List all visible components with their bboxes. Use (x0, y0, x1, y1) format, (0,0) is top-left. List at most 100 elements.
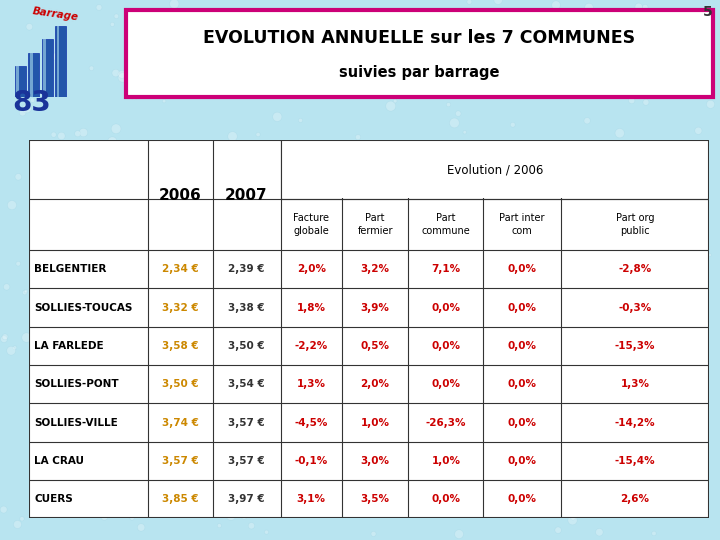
Text: BELGENTIER: BELGENTIER (35, 264, 107, 274)
Point (487, 28, 498, 37)
Point (531, 402, 543, 411)
Point (20, 287, 32, 295)
Point (201, 264, 212, 273)
Point (427, 309, 438, 318)
Point (472, 388, 484, 397)
Point (246, 522, 257, 530)
Point (362, 51, 374, 60)
Point (302, 324, 314, 333)
Point (0, 333, 11, 341)
Point (453, 274, 464, 282)
Text: 0,5%: 0,5% (361, 341, 390, 351)
Point (649, 241, 660, 249)
Point (469, 448, 481, 456)
Point (679, 150, 690, 158)
Point (443, 100, 454, 109)
Text: -4,5%: -4,5% (294, 417, 328, 428)
Point (203, 458, 215, 467)
Point (368, 530, 379, 538)
Point (539, 56, 550, 65)
Point (596, 478, 608, 487)
Point (110, 124, 122, 133)
Text: 1,0%: 1,0% (361, 417, 390, 428)
Point (228, 383, 240, 392)
Text: -26,3%: -26,3% (426, 417, 466, 428)
Point (12, 259, 24, 268)
Point (390, 97, 401, 105)
Point (76, 246, 87, 255)
Point (189, 400, 201, 408)
Point (653, 462, 665, 471)
Point (27, 198, 39, 206)
Point (695, 474, 706, 483)
Point (6, 201, 18, 210)
Text: LA FARLEDE: LA FARLEDE (35, 341, 104, 351)
Point (658, 363, 670, 372)
Point (125, 511, 137, 519)
Text: 1,3%: 1,3% (297, 379, 325, 389)
Point (219, 17, 230, 25)
Point (119, 405, 130, 414)
Point (639, 3, 651, 11)
Point (165, 25, 176, 34)
Point (274, 472, 286, 481)
Point (503, 352, 515, 360)
Text: 2,0%: 2,0% (361, 379, 390, 389)
Point (238, 46, 249, 55)
Point (5, 346, 17, 355)
Point (705, 100, 716, 109)
Point (452, 109, 464, 118)
Point (385, 102, 397, 111)
Point (17, 515, 28, 523)
Point (174, 332, 186, 341)
Point (311, 225, 323, 234)
Point (122, 201, 133, 210)
Bar (30, 53, 32, 97)
Point (62, 488, 73, 496)
Point (120, 345, 131, 354)
Point (660, 368, 672, 377)
Text: 83: 83 (12, 89, 51, 117)
Text: 0,0%: 0,0% (508, 494, 536, 504)
Point (86, 64, 97, 72)
Text: 3,54 €: 3,54 € (228, 379, 265, 389)
Point (614, 129, 626, 138)
Point (371, 377, 382, 386)
Point (626, 194, 637, 202)
Point (492, 220, 503, 229)
Point (382, 492, 394, 501)
Point (363, 386, 374, 395)
Point (158, 97, 170, 105)
Point (135, 62, 146, 71)
Point (437, 288, 449, 296)
Point (167, 12, 179, 21)
Point (459, 285, 470, 294)
Text: 2,39 €: 2,39 € (228, 264, 265, 274)
Point (259, 173, 271, 181)
Point (403, 208, 415, 217)
Point (576, 189, 588, 198)
Point (227, 132, 238, 141)
Point (687, 472, 698, 481)
Text: 3,38 €: 3,38 € (228, 302, 265, 313)
Point (50, 472, 61, 481)
Point (550, 1, 562, 9)
Point (639, 167, 650, 176)
Point (9, 343, 21, 352)
Point (81, 363, 92, 372)
Point (495, 294, 507, 303)
Point (40, 90, 52, 98)
Bar (55, 26, 66, 97)
Point (264, 239, 276, 248)
Point (361, 269, 372, 278)
Point (48, 304, 59, 313)
Bar (28, 53, 40, 97)
Text: 1,0%: 1,0% (431, 456, 460, 466)
Point (259, 196, 271, 205)
Text: 0,0%: 0,0% (431, 302, 460, 313)
Point (410, 470, 422, 479)
Text: Part
commune: Part commune (421, 213, 470, 235)
Text: Evolution / 2006: Evolution / 2006 (446, 163, 543, 176)
Point (492, 0, 504, 4)
Point (681, 421, 693, 429)
